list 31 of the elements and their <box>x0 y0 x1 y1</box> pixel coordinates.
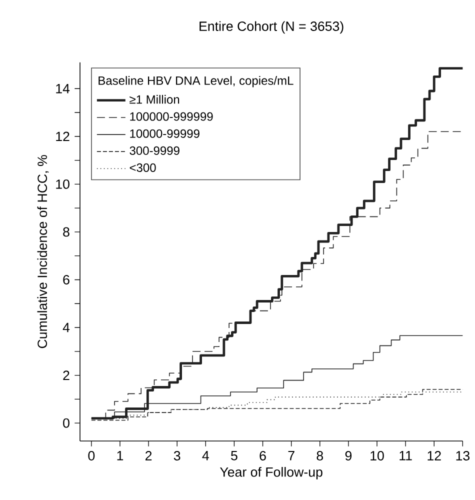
legend-label: <300 <box>130 163 156 172</box>
x-tick-label: 6 <box>260 451 266 460</box>
y-tick-label: 12 <box>56 132 70 142</box>
y-axis-title: Cumulative Incidence of HCC, % <box>37 155 49 348</box>
x-tick-label: 13 <box>456 451 470 460</box>
x-axis-title: Year of Follow-up <box>220 466 322 480</box>
legend-label: 10000-99999 <box>130 129 200 138</box>
chart-title: Entire Cohort (N = 3653) <box>200 21 344 34</box>
x-tick-label: 0 <box>88 451 95 460</box>
x-tick-label: 1 <box>117 451 124 460</box>
x-tick-label: 9 <box>345 451 352 460</box>
x-tick-label: 11 <box>400 451 412 460</box>
x-tick-label: 10 <box>370 451 384 460</box>
x-tick-label: 12 <box>428 451 441 460</box>
x-tick-label: 7 <box>288 451 294 460</box>
legend-title: Baseline HBV DNA Level, copies/mL <box>98 76 294 88</box>
x-tick-label: 2 <box>146 451 152 460</box>
y-tick-label: 10 <box>56 179 70 189</box>
legend-label: ≥1 Million <box>130 94 180 104</box>
x-tick-label: 4 <box>202 451 209 460</box>
y-tick-label: 4 <box>62 322 70 332</box>
y-tick-label: 2 <box>63 370 70 380</box>
legend-label: 100000-999999 <box>130 112 213 121</box>
y-tick-label: 6 <box>63 275 70 284</box>
x-tick-label: 5 <box>231 451 238 460</box>
legend-label: 300-9999 <box>130 146 180 155</box>
x-tick-label: 3 <box>174 451 180 460</box>
y-tick-label: 8 <box>63 227 70 237</box>
y-tick-label: 0 <box>63 418 70 428</box>
x-tick-label: 8 <box>316 451 324 460</box>
y-tick-label: 14 <box>56 84 70 94</box>
